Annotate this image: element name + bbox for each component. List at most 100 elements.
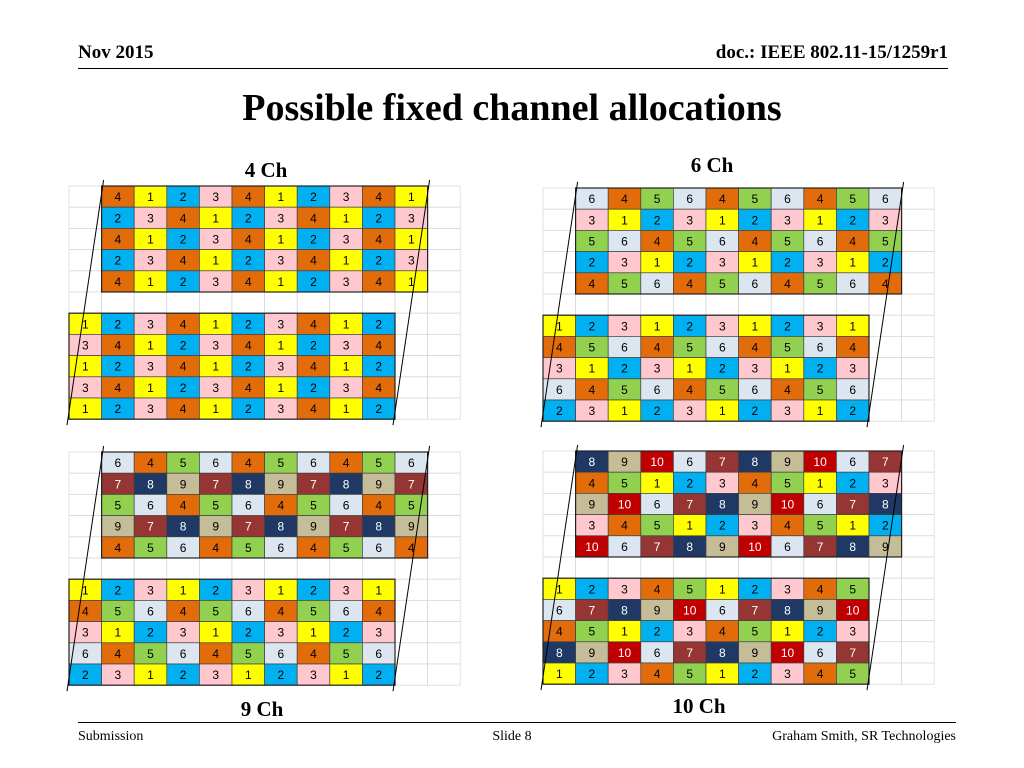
bottom-block-cell-label: 3: [654, 362, 661, 376]
top-block-cell-label: 5: [719, 277, 726, 291]
bottom-block-cell-label: 4: [180, 402, 187, 416]
grid-cell: [901, 293, 935, 316]
grid-cell: [901, 335, 935, 358]
bottom-block-cell-label: 2: [115, 360, 122, 374]
grid-cell: [901, 357, 935, 380]
top-block-cell-label: 8: [686, 540, 693, 554]
bottom-block-cell-label: 2: [375, 668, 382, 682]
connector-line: [866, 444, 905, 691]
top-block-cell-label: 6: [784, 540, 791, 554]
bottom-block-cell-label: 2: [752, 404, 759, 418]
top-block-cell-label: 1: [147, 275, 154, 289]
connector-line: [540, 181, 579, 428]
top-block-cell-label: 4: [343, 456, 350, 470]
top-block-cell-label: 6: [180, 541, 187, 555]
top-block-cell-label: 4: [849, 235, 856, 249]
bottom-block-cell-label: 6: [654, 383, 661, 397]
panel-label-10ch: 10 Ch: [672, 694, 726, 718]
top-block-cell-label: 5: [343, 541, 350, 555]
top-block-cell-label: 5: [817, 277, 824, 291]
bottom-block-cell-label: 5: [686, 667, 693, 681]
bottom-block-cell-label: 6: [817, 646, 824, 660]
top-block-cell-label: 2: [310, 233, 317, 247]
bottom-block-cell-label: 4: [245, 339, 252, 353]
bottom-block-cell-label: 2: [719, 362, 726, 376]
top-block-cell-label: 4: [310, 541, 317, 555]
bottom-block-cell-label: 4: [849, 341, 856, 355]
top-block-cell-label: 1: [654, 476, 661, 490]
grid-cell: [868, 357, 902, 380]
top-block-cell-label: 2: [375, 211, 382, 225]
bottom-block-cell-label: 4: [180, 605, 187, 619]
top-block-cell-label: 9: [310, 520, 317, 534]
grid-cell: [68, 249, 102, 272]
bottom-block-cell-label: 1: [343, 360, 350, 374]
grid-cell: [68, 515, 102, 538]
bottom-block-cell-label: 4: [115, 381, 122, 395]
top-block-cell-label: 9: [408, 520, 415, 534]
grid-cell: [394, 312, 428, 335]
top-block-cell-label: 4: [375, 233, 382, 247]
grid-cell: [901, 577, 935, 600]
top-block-cell-label: 9: [784, 455, 791, 469]
top-block-cell-label: 3: [784, 213, 791, 227]
top-block-cell-label: 8: [882, 498, 889, 512]
bottom-block-cell-label: 3: [784, 404, 791, 418]
bottom-block-cell-label: 10: [781, 646, 795, 660]
grid-cell: [901, 208, 935, 231]
bottom-block-cell-label: 2: [212, 583, 219, 597]
grid-cell: [231, 557, 265, 580]
bottom-block-cell-label: 4: [654, 341, 661, 355]
top-block-cell-label: 5: [817, 519, 824, 533]
grid-cell: [738, 293, 772, 316]
top-block-cell-label: 1: [212, 254, 219, 268]
top-block-cell-label: 2: [719, 519, 726, 533]
top-block-cell-label: 5: [752, 192, 759, 206]
bottom-block-cell-label: 10: [618, 646, 632, 660]
grid-cell: [198, 291, 233, 314]
top-block-cell-label: 4: [115, 541, 122, 555]
top-block-cell-label: 5: [278, 456, 285, 470]
grid-cell: [68, 185, 102, 208]
grid-cell: [868, 620, 902, 643]
top-block-cell-label: 3: [408, 254, 415, 268]
grid-cell: [803, 556, 837, 579]
bottom-block-cell-label: 1: [212, 626, 219, 640]
top-block-cell-label: 7: [686, 498, 693, 512]
top-block-cell-label: 6: [245, 499, 252, 513]
bottom-block-cell-label: 4: [784, 383, 791, 397]
top-block-cell-label: 3: [278, 254, 285, 268]
bottom-block-cell-label: 1: [82, 402, 89, 416]
top-block-cell-label: 3: [212, 275, 219, 289]
bottom-block-cell-label: 1: [752, 319, 759, 333]
grid-cell: [542, 535, 576, 558]
top-block-cell-label: 6: [621, 235, 628, 249]
grid-cell: [101, 291, 135, 314]
bottom-block-cell-label: 3: [849, 625, 856, 639]
grid-cell: [542, 229, 576, 252]
bottom-block-cell-label: 2: [245, 626, 252, 640]
top-block-cell-label: 4: [180, 254, 187, 268]
bottom-block-cell-label: 2: [147, 626, 154, 640]
top-block-cell-label: 5: [408, 499, 415, 513]
grid-cell: [427, 536, 461, 559]
bottom-block-cell-label: 10: [846, 604, 860, 618]
grid-cell: [427, 397, 461, 420]
bottom-block-cell-label: 9: [654, 604, 661, 618]
bottom-block-cell-label: 4: [654, 667, 661, 681]
bottom-block-cell-label: 4: [654, 582, 661, 596]
bottom-block-cell-label: 3: [180, 626, 187, 640]
bottom-block-cell-label: 4: [115, 339, 122, 353]
bottom-block-outline: [68, 312, 396, 420]
bottom-block-cell-label: 3: [147, 360, 154, 374]
top-block-cell-label: 8: [719, 498, 726, 512]
top-block-cell-label: 2: [849, 213, 856, 227]
top-block-cell-label: 2: [180, 190, 187, 204]
bottom-block-outline: [68, 578, 396, 686]
bottom-block-cell-label: 2: [310, 583, 317, 597]
bottom-block-cell-label: 5: [115, 605, 122, 619]
top-block-cell-label: 2: [310, 190, 317, 204]
grid-cell: [738, 556, 772, 579]
grid-cell: [868, 599, 902, 622]
bottom-block-cell-label: 3: [82, 339, 89, 353]
